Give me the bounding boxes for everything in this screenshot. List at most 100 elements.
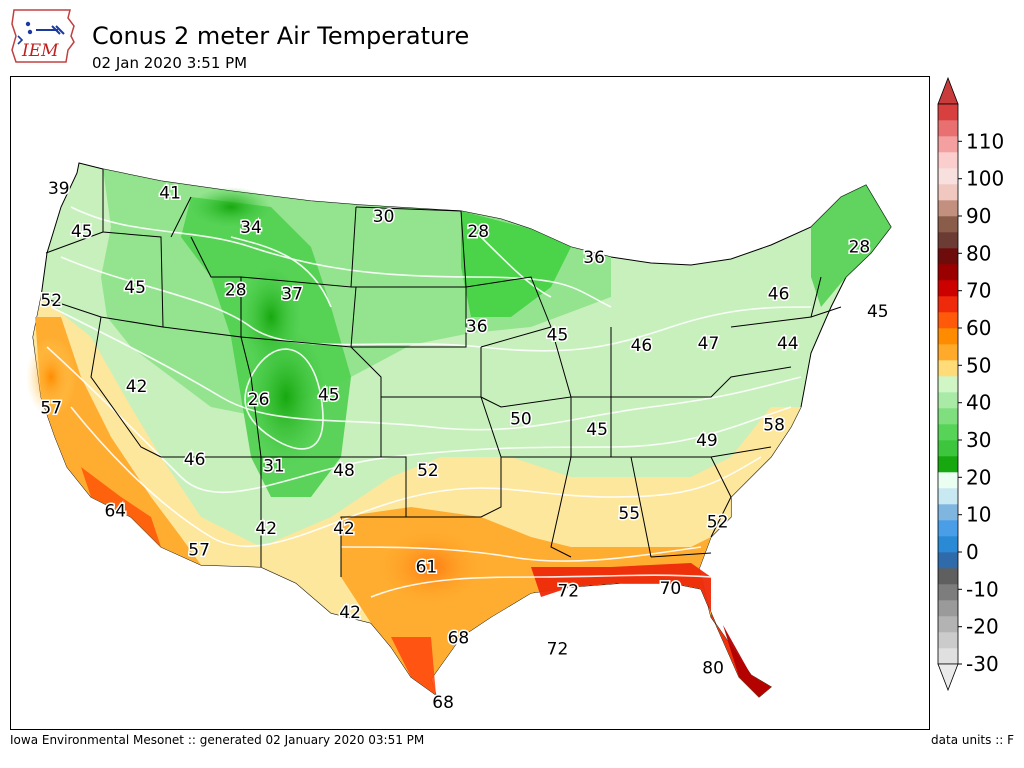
colorbar-segment — [938, 248, 958, 265]
colorbar-tick-label: 90 — [966, 204, 991, 228]
map-temperature-label: 46 — [184, 450, 206, 470]
page-title: Conus 2 meter Air Temperature — [92, 22, 470, 50]
colorbar-segment — [938, 440, 958, 457]
colorbar-segment — [938, 232, 958, 249]
colorbar-segment — [938, 312, 958, 329]
map-temperature-label: 39 — [48, 179, 70, 199]
colorbar-segment — [938, 648, 958, 665]
colorbar-segment — [938, 376, 958, 393]
map-temperature-label: 45 — [867, 302, 889, 322]
map-temperature-label: 70 — [660, 579, 682, 599]
map-temperature-label: 42 — [255, 519, 277, 539]
cold-region-new-england — [811, 185, 891, 307]
colorbar-tick-label: 40 — [966, 391, 991, 415]
colorbar-segment — [938, 552, 958, 569]
map-temperature-label: 68 — [432, 693, 454, 713]
cold-core-montana — [191, 187, 271, 227]
colorbar-segment — [938, 520, 958, 537]
colorbar-segment — [938, 536, 958, 553]
map-temperature-label: 64 — [104, 502, 126, 522]
map-temperature-label: 50 — [510, 409, 532, 429]
colorbar-segment — [938, 472, 958, 489]
map-temperature-label: 61 — [416, 558, 438, 578]
map-panel: 39 41 45 34 30 28 28 52 45 28 37 36 46 45 36 45 46 47 44 57… — [10, 76, 930, 730]
map-temperature-label: 34 — [240, 218, 262, 238]
colorbar-extend-max — [937, 76, 959, 105]
hot-region-south-texas — [391, 637, 436, 695]
map-temperature-label: 49 — [696, 431, 718, 451]
colorbar-segment — [938, 280, 958, 297]
isotherm-lines — [46, 206, 812, 598]
colorbar-segment — [938, 360, 958, 377]
colorbar-tick-label: -20 — [966, 615, 999, 639]
logo-text: IEM — [21, 41, 59, 61]
colorbar: 110 100 90 80 70 60 50 40 30 20 10 0 -10 -20 -30 — [934, 74, 1024, 694]
colorbar-segment — [938, 104, 958, 121]
colorbar-tick-label: 100 — [966, 167, 1004, 191]
map-temperature-label: 41 — [159, 184, 181, 204]
map-temperature-label: 31 — [263, 457, 285, 477]
map-temperature-label: 26 — [248, 390, 270, 410]
colorbar-segment — [938, 344, 958, 361]
footer-units: data units :: F — [931, 733, 1014, 747]
map-temperature-label: 45 — [71, 222, 93, 242]
map-temperature-label: 37 — [281, 285, 303, 305]
cold-region-great-lakes — [461, 211, 571, 317]
map-temperature-label: 72 — [547, 639, 569, 659]
colorbar-segment — [938, 216, 958, 233]
map-temperature-label: 57 — [188, 540, 210, 560]
map-temperature-label: 57 — [40, 399, 62, 419]
map-temperature-label: 52 — [417, 461, 439, 481]
station-dot-icon — [25, 21, 31, 27]
colorbar-segment — [938, 184, 958, 201]
colorbar-tick-label: 80 — [966, 241, 991, 265]
footer-credit: Iowa Environmental Mesonet :: generated … — [10, 733, 425, 747]
warm-region-california — [35, 317, 201, 565]
colorbar-segment — [938, 152, 958, 169]
colorbar-segment — [938, 392, 958, 409]
colorbar-tick-label: 70 — [966, 279, 991, 303]
colorbar-segment — [938, 488, 958, 505]
colorbar-segment — [938, 424, 958, 441]
colorbar-segment — [938, 328, 958, 345]
colorbar-segment — [938, 584, 958, 601]
warm-core-central-california — [26, 337, 76, 417]
colorbar-tick-label: 60 — [966, 316, 991, 340]
map-temperature-label: 68 — [448, 629, 470, 649]
colorbar-tick-label: -30 — [966, 652, 999, 676]
map-temperature-label: 45 — [586, 420, 608, 440]
colorbar-extend-min — [937, 663, 959, 692]
hot-region-southern-california — [81, 467, 161, 547]
colorbar-tick-label: 10 — [966, 503, 991, 527]
colorbar-segment — [938, 168, 958, 185]
map-temperature-label: 42 — [126, 377, 148, 397]
colorbar-tick-label: -10 — [966, 577, 999, 601]
map-temperature-label: 30 — [373, 207, 395, 227]
colorbar-tick-label: 50 — [966, 353, 991, 377]
map-temperature-label: 28 — [467, 222, 489, 242]
colorbar-tick-label: 20 — [966, 465, 991, 489]
colorbar-segment — [938, 264, 958, 281]
temperature-map: 39 41 45 34 30 28 28 52 45 28 37 36 46 45 36 45 46 47 44 57… — [26, 162, 892, 715]
hot-region-gulf-coast — [531, 563, 771, 697]
colorbar-segment — [938, 568, 958, 585]
map-temperature-label: 52 — [40, 291, 62, 311]
iem-logo: IEM — [8, 6, 78, 68]
colorbar-segment — [938, 136, 958, 153]
map-temperature-label: 36 — [583, 248, 605, 268]
colorbar-segment — [938, 504, 958, 521]
state-boundaries — [40, 169, 842, 577]
map-temperature-label: 52 — [707, 512, 729, 532]
map-temperature-label: 72 — [557, 581, 579, 601]
map-temperature-label: 45 — [547, 325, 569, 345]
wind-arrow-icon — [17, 35, 24, 45]
map-temperature-label: 45 — [318, 386, 340, 406]
map-temperature-label: 42 — [333, 519, 355, 539]
wind-barb-icon — [36, 25, 65, 35]
map-temperature-label: 55 — [618, 504, 640, 524]
page-subtitle: 02 Jan 2020 3:51 PM — [92, 54, 248, 72]
map-temperature-label: 47 — [698, 334, 720, 354]
hottest-region-florida — [723, 625, 771, 697]
map-temperature-label: 42 — [339, 603, 361, 623]
